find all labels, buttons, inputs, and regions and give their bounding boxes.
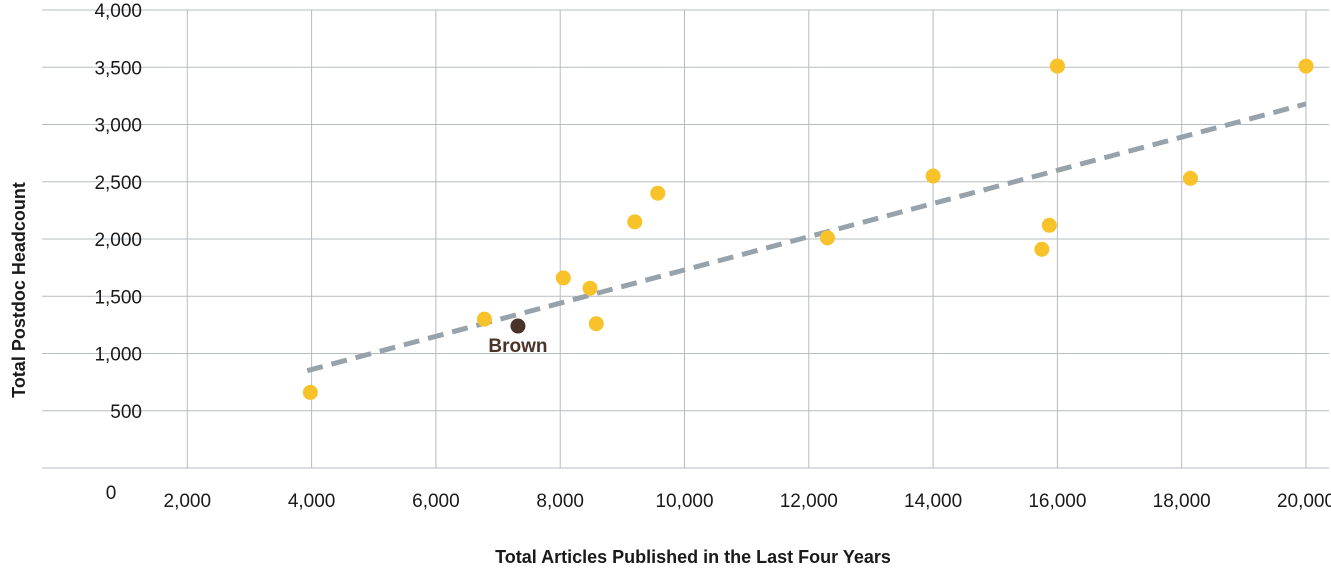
x-tick-label: 6,000	[412, 491, 460, 512]
y-tick-label: 500	[110, 402, 142, 423]
data-point	[1298, 58, 1314, 74]
x-tick-label: 8,000	[536, 491, 584, 512]
y-tick-label: 3,500	[94, 58, 142, 79]
y-tick-label: 2,500	[94, 173, 142, 194]
data-point	[819, 230, 835, 246]
x-axis-title: Total Articles Published in the Last Fou…	[495, 547, 891, 567]
trendline-layer	[306, 101, 1307, 374]
highlight-label-brown: Brown	[488, 336, 547, 357]
y-tick-label: 1,000	[94, 345, 142, 366]
x-tick-label: 12,000	[780, 491, 838, 512]
x-tick-label: 2,000	[164, 491, 212, 512]
y-tick-label: 4,000	[94, 1, 142, 22]
grid	[42, 9, 1329, 469]
tick-labels: 500 1,000 1,500 2,000 2,500 3,000 3,500 4,000 0 2…	[94, 1, 1331, 512]
highlight-point-brown	[510, 318, 526, 334]
points-layer: Brown	[302, 58, 1314, 400]
x-tick-label: 18,000	[1153, 491, 1211, 512]
data-point	[650, 185, 666, 201]
y-tick-label: 1,500	[94, 287, 142, 308]
x-tick-label: 14,000	[904, 491, 962, 512]
data-point	[1041, 217, 1057, 233]
trendline	[306, 101, 1307, 374]
data-point	[555, 270, 571, 286]
x-tick-label: 20,000	[1277, 491, 1331, 512]
data-point	[1182, 170, 1198, 186]
zero-tick-label: 0	[106, 483, 117, 504]
data-point	[582, 280, 598, 296]
data-point	[588, 316, 604, 332]
data-point	[302, 384, 318, 400]
data-point	[627, 214, 643, 230]
y-tick-label: 3,000	[94, 116, 142, 137]
data-point	[476, 311, 492, 327]
x-tick-label: 10,000	[655, 491, 713, 512]
data-point	[1034, 241, 1050, 257]
x-tick-label: 4,000	[288, 491, 336, 512]
y-tick-label: 2,000	[94, 230, 142, 251]
y-axis-title: Total Postdoc Headcount	[9, 182, 29, 398]
data-point	[925, 168, 941, 184]
x-tick-label: 16,000	[1028, 491, 1086, 512]
data-point	[1049, 58, 1065, 74]
